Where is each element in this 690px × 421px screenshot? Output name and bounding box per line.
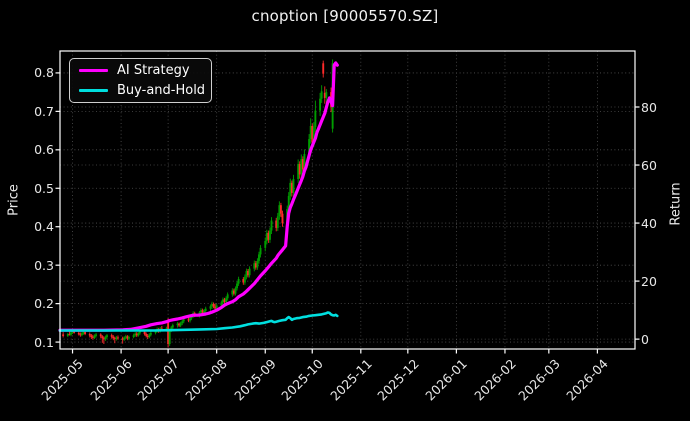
ai-strategy-line [58,61,339,332]
legend-label-buy-and-hold: Buy-and-Hold [117,83,206,98]
price-tick-label: 0.7 [34,103,54,119]
return-tick-label: 20 [641,273,657,289]
price-tick-label: 0.6 [34,142,54,158]
chart-title: cnoption [90005570.SZ] [251,7,439,25]
buy-and-hold-line [58,311,339,332]
price-tick-label: 0.8 [34,65,54,81]
price-tick-label: 0.3 [34,257,54,273]
price-tick-label: 0.4 [34,219,54,235]
return-tick-label: 40 [641,215,657,231]
ai-strategy-line-swatch [79,69,108,72]
price-tick-label: 0.2 [34,296,54,312]
plot-frame [59,50,636,350]
return-tick-label: 80 [641,99,657,115]
tick-marks [55,72,640,354]
legend: AI Strategy Buy-and-Hold [69,58,212,103]
price-tick-label: 0.5 [34,180,54,196]
candlestick-series [62,59,334,348]
buy-and-hold-line-swatch [79,89,108,92]
return-tick-label: 0 [641,331,649,347]
grid [60,51,635,349]
legend-item-ai-strategy: AI Strategy [79,63,211,78]
legend-label-ai-strategy: AI Strategy [117,63,190,78]
legend-item-buy-and-hold: Buy-and-Hold [79,83,211,98]
return-tick-label: 60 [641,157,657,173]
right-axis-label: Return [668,182,684,226]
price-tick-label: 0.1 [34,334,54,350]
